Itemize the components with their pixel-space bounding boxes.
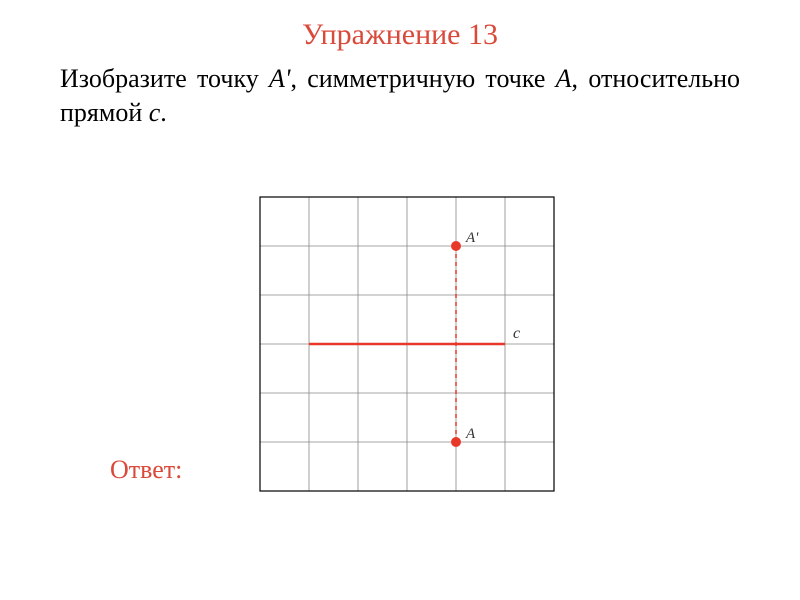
- answer-label: Ответ:: [110, 455, 182, 485]
- problem-statement: Изобразите точку A', симметричную точке …: [0, 52, 800, 130]
- problem-point-a-prime: A': [269, 64, 290, 93]
- problem-line-c: c: [149, 98, 161, 127]
- svg-text:A: A: [465, 426, 476, 442]
- problem-part2: , симметричную точке: [290, 64, 555, 93]
- problem-part4: .: [160, 98, 167, 127]
- grid-diagram: c A A': [258, 195, 612, 493]
- exercise-title: Упражнение 13: [0, 0, 800, 52]
- problem-part1: Изобразите точку: [60, 64, 269, 93]
- svg-text:A': A': [465, 230, 479, 246]
- grid-svg: c A A': [258, 195, 612, 493]
- svg-text:c: c: [513, 325, 520, 342]
- problem-point-a: A: [556, 64, 572, 93]
